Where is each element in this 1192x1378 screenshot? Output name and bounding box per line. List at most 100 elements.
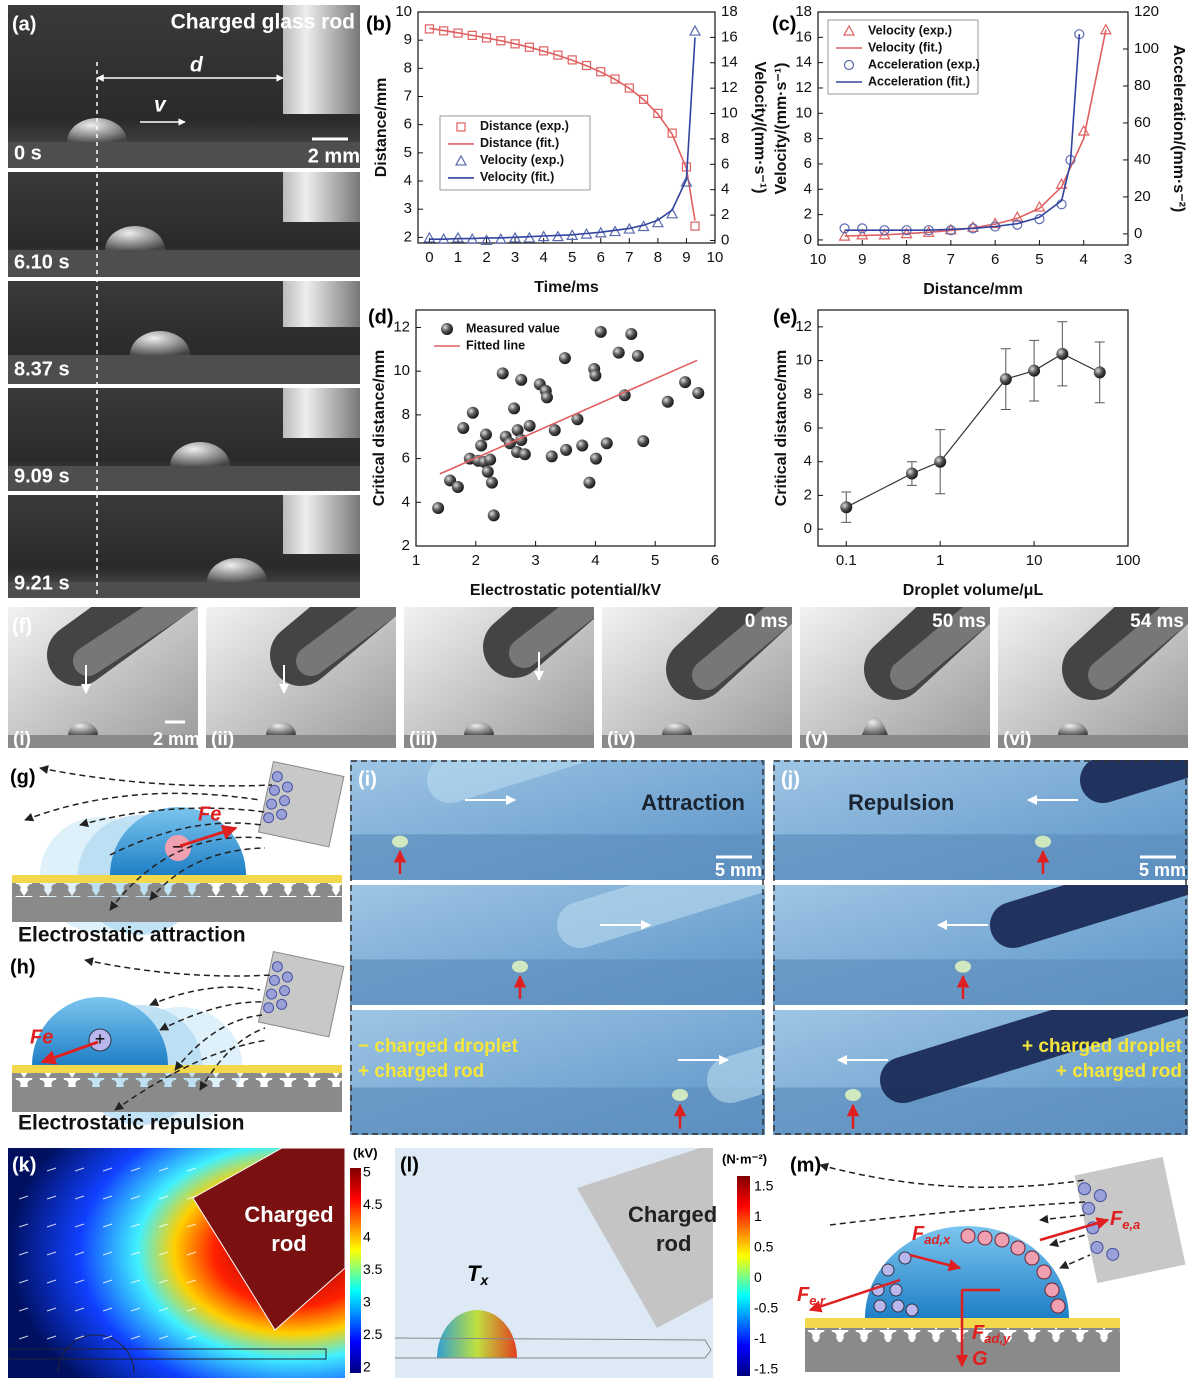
marker bbox=[519, 448, 531, 460]
frame-label: (ii) bbox=[211, 729, 234, 750]
x-tick-label: 7 bbox=[947, 251, 955, 268]
x-tick-label: 8 bbox=[654, 249, 662, 266]
marker bbox=[589, 370, 601, 382]
marker bbox=[625, 328, 637, 340]
panel-label: (e) bbox=[773, 306, 797, 328]
force-label: Fad,x bbox=[912, 1223, 951, 1247]
time-label: 0 s bbox=[14, 142, 42, 164]
force-label: G bbox=[972, 1348, 988, 1370]
y2-tick-label: 120 bbox=[1134, 3, 1159, 20]
colorbar-label: 3.5 bbox=[363, 1261, 383, 1277]
marker bbox=[524, 420, 536, 432]
x-tick-label: 6 bbox=[991, 251, 999, 268]
x-tick-label: 3 bbox=[1124, 251, 1132, 268]
y2-tick-label: 14 bbox=[721, 54, 738, 71]
marker bbox=[1056, 348, 1068, 360]
marker bbox=[432, 502, 444, 514]
y2-tick-label: 6 bbox=[721, 155, 729, 172]
y-tick-label: 8 bbox=[804, 385, 812, 402]
y-tick-label: 7 bbox=[404, 87, 412, 104]
marker bbox=[488, 509, 500, 521]
marker bbox=[840, 501, 852, 513]
x-axis-title: Electrostatic potential/kV bbox=[470, 582, 661, 599]
symbol: F bbox=[912, 1223, 925, 1245]
scale-label: 5 mm bbox=[715, 860, 762, 880]
marker bbox=[475, 439, 487, 451]
x-tick-label: 8 bbox=[902, 251, 910, 268]
schematic-g: − bbox=[12, 762, 344, 935]
connector bbox=[846, 354, 1099, 507]
x-tick-label: 100 bbox=[1115, 552, 1140, 569]
scale-label: 5 mm bbox=[1139, 860, 1186, 880]
x-tick-label: 0.1 bbox=[836, 552, 857, 569]
y-tick-label: 2 bbox=[804, 486, 812, 503]
colorbar-label: -1.5 bbox=[754, 1361, 778, 1377]
y-tick-label: 12 bbox=[795, 79, 812, 96]
distance-label: d bbox=[190, 54, 204, 77]
x-tick-label: 5 bbox=[568, 249, 576, 266]
marker bbox=[583, 477, 595, 489]
y2-tick-label: 16 bbox=[721, 28, 738, 45]
x-tick-label: 0 bbox=[425, 249, 433, 266]
panel-label: (b) bbox=[366, 13, 392, 35]
marker bbox=[1028, 365, 1040, 377]
y2-tick-label: 18 bbox=[721, 3, 738, 20]
y-tick-label: 8 bbox=[804, 130, 812, 147]
y2-tick-label: 0 bbox=[721, 231, 729, 248]
y-axis-title: Distance/mm bbox=[373, 78, 390, 178]
y2-tick-label: 20 bbox=[1134, 188, 1151, 205]
marker bbox=[480, 429, 492, 441]
colorbar-label: 5 bbox=[363, 1164, 371, 1180]
marker bbox=[457, 422, 469, 434]
y-tick-label: 14 bbox=[795, 54, 812, 71]
y2-tick-label: 80 bbox=[1134, 77, 1151, 94]
y2-tick-label: 100 bbox=[1134, 40, 1159, 57]
y-tick-label: 12 bbox=[393, 318, 410, 335]
x-axis-title: Droplet volume/μL bbox=[903, 582, 1044, 599]
marker bbox=[541, 391, 553, 403]
x-tick-label: 1 bbox=[412, 552, 420, 569]
marker bbox=[484, 454, 496, 466]
y2-tick-label: 2 bbox=[721, 206, 729, 223]
droplet bbox=[672, 1089, 688, 1101]
marker bbox=[595, 326, 607, 338]
y-tick-label: 6 bbox=[404, 116, 412, 133]
y2-tick-label: 60 bbox=[1134, 114, 1151, 131]
colorbar-unit: (kV) bbox=[353, 1145, 378, 1160]
y-tick-label: 8 bbox=[402, 406, 410, 423]
time-label: 6.10 s bbox=[14, 251, 70, 273]
note: + charged rod bbox=[1056, 1061, 1182, 1082]
object-label: rod bbox=[271, 1231, 306, 1256]
marker bbox=[679, 376, 691, 388]
y-tick-label: 6 bbox=[402, 450, 410, 467]
velocity-label: v bbox=[154, 94, 167, 117]
legend-label: Measured value bbox=[466, 321, 560, 335]
y-tick-label: 12 bbox=[795, 318, 812, 335]
glass-rod bbox=[283, 495, 360, 554]
marker bbox=[546, 450, 558, 462]
y2-tick-label: 12 bbox=[721, 79, 738, 96]
marker bbox=[906, 468, 918, 480]
droplet bbox=[392, 836, 408, 848]
field-map bbox=[8, 1148, 345, 1378]
y-axis-title: Critical distance/mm bbox=[371, 350, 388, 507]
legend-label: Distance (fit.) bbox=[480, 136, 559, 150]
colorbar-label: 1.5 bbox=[754, 1178, 774, 1194]
colorbar-unit: (N·m⁻²) bbox=[722, 1151, 767, 1166]
marker bbox=[1079, 126, 1089, 135]
colorbar-label: -1 bbox=[754, 1330, 767, 1346]
x-tick-label: 4 bbox=[1080, 251, 1088, 268]
marker bbox=[515, 374, 527, 386]
y-tick-label: 4 bbox=[804, 180, 812, 197]
y2-axis-title: Velocity/(mm·s⁻¹) bbox=[751, 61, 768, 193]
x-tick-label: 10 bbox=[707, 249, 724, 266]
time-label: 8.37 s bbox=[14, 358, 70, 380]
backgrounds bbox=[8, 5, 1192, 1378]
subscript: e,a bbox=[1122, 1217, 1140, 1232]
marker bbox=[486, 477, 498, 489]
marker bbox=[632, 350, 644, 362]
colorbar-label: -0.5 bbox=[754, 1300, 778, 1316]
floor bbox=[773, 1088, 1188, 1136]
y-tick-label: 4 bbox=[404, 172, 412, 189]
marker bbox=[560, 444, 572, 456]
